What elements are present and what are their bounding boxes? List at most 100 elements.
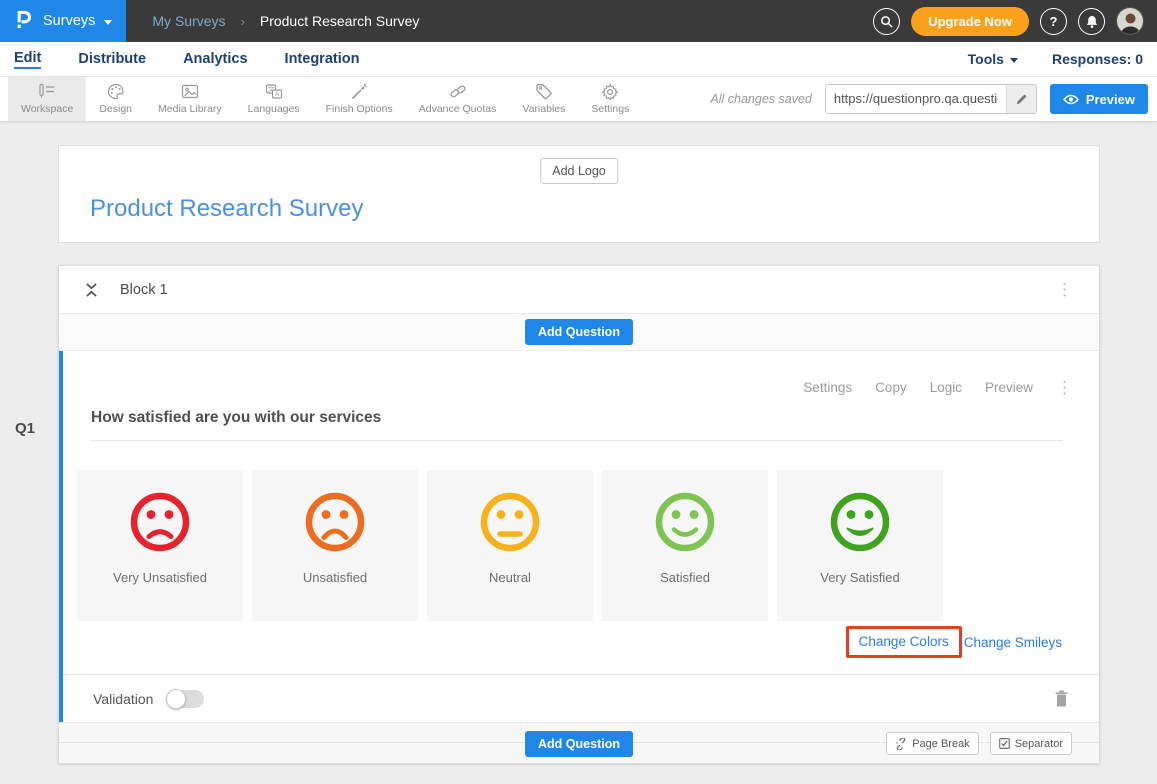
top-bar: Surveys My Surveys › Product Research Su…	[0, 0, 1157, 42]
smiley-option-label: Unsatisfied	[302, 570, 368, 585]
validation-toggle[interactable]	[166, 688, 205, 709]
section-tabs: Edit Distribute Analytics Integration Tools…	[0, 42, 1157, 77]
advance-quotas-icon	[449, 85, 466, 98]
toolbar-item-media-library[interactable]: Media Library	[145, 77, 235, 121]
toolbar-item-design[interactable]: Design	[86, 77, 145, 121]
languages-icon: 文A	[265, 84, 282, 99]
tab-distribute[interactable]: Distribute	[78, 50, 147, 67]
survey-header-card: Add Logo Product Research Survey	[58, 145, 1100, 243]
change-colors-highlight-box: Change Colors	[845, 626, 962, 658]
survey-url-input[interactable]	[825, 85, 1006, 113]
smiley-option-very-unsatisfied[interactable]: Very Unsatisfied	[77, 470, 243, 621]
block-footer: Add Question Page Break	[59, 722, 1099, 763]
question-action-copy[interactable]: Copy	[875, 380, 907, 395]
smiley-option-label: Neutral	[489, 570, 531, 585]
breadcrumb-separator-icon: ›	[240, 13, 245, 29]
page-break-button[interactable]: Page Break	[886, 732, 979, 755]
smiley-neutral-icon	[480, 492, 540, 552]
caret-down-icon	[104, 19, 113, 25]
smiley-option-label: Satisfied	[660, 570, 710, 585]
design-icon	[107, 83, 124, 100]
save-status: All changes saved	[710, 92, 812, 106]
search-icon	[881, 15, 893, 27]
separator-button[interactable]: Separator	[989, 732, 1072, 755]
question-card: Settings Copy Logic Preview ⋮ How satisfied…	[59, 351, 1099, 722]
media-library-icon	[181, 84, 198, 99]
bell-icon	[1086, 15, 1097, 28]
pencil-icon	[1016, 94, 1027, 104]
smiley-option-satisfied[interactable]: Satisfied	[602, 470, 768, 621]
topbar-actions: Upgrade Now ?	[873, 6, 1157, 36]
toolbar-item-workspace[interactable]: Workspace	[8, 77, 87, 121]
page-break-label: Page Break	[912, 737, 970, 750]
question-actions: Settings Copy Logic Preview ⋮	[803, 379, 1073, 396]
separator-checkbox-icon	[998, 738, 1010, 749]
toolbar-item-advance-quotas[interactable]: Advance Quotas	[406, 77, 510, 121]
smiley-option-label: Very Satisfied	[820, 570, 900, 585]
toolbar-item-languages[interactable]: 文 A Languages	[235, 77, 313, 121]
separator-label: Separator	[1014, 737, 1063, 750]
question-action-settings[interactable]: Settings	[803, 380, 853, 395]
preview-button[interactable]: Preview	[1049, 84, 1148, 114]
question-action-logic[interactable]: Logic	[929, 380, 962, 395]
toolbar-item-label: Languages	[247, 103, 300, 115]
search-button[interactable]	[873, 7, 901, 35]
smiley-sad-icon	[305, 492, 365, 552]
validation-label: Validation	[93, 690, 154, 707]
smiley-very-sad-icon	[130, 492, 190, 552]
settings-icon	[602, 84, 619, 100]
smiley-option-unsatisfied[interactable]: Unsatisfied	[252, 470, 418, 621]
toolbar-item-label: Design	[99, 103, 133, 115]
svg-text:A: A	[274, 91, 279, 98]
toolbar-item-label: Finish Options	[325, 103, 393, 115]
add-logo-button[interactable]: Add Logo	[540, 158, 618, 184]
notifications-button[interactable]	[1078, 7, 1105, 35]
svg-text:文: 文	[267, 84, 274, 93]
toggle-knob	[166, 688, 187, 709]
question-number: Q1	[15, 420, 36, 437]
delete-question-button[interactable]	[1054, 690, 1069, 707]
editor-toolbar: Workspace Design Media Library 文 A Languages F…	[0, 77, 1157, 122]
smiley-option-very-satisfied[interactable]: Very Satisfied	[777, 470, 943, 621]
question-text[interactable]: How satisfied are you with our services	[91, 409, 1063, 441]
block-header: Block 1 ⋮	[59, 266, 1099, 314]
tab-edit[interactable]: Edit	[14, 50, 42, 69]
block-title[interactable]: Block 1	[120, 281, 168, 298]
smiley-option-label: Very Unsatisfied	[113, 570, 207, 585]
variables-icon	[536, 84, 552, 100]
change-colors-link[interactable]: Change Colors	[858, 634, 949, 649]
survey-url-field	[824, 84, 1037, 114]
survey-title[interactable]: Product Research Survey	[90, 195, 364, 222]
breadcrumb: My Surveys › Product Research Survey	[152, 13, 419, 29]
toolbar-item-finish-options[interactable]: Finish Options	[313, 77, 406, 121]
question-kebab-menu-icon[interactable]: ⋮	[1056, 378, 1073, 397]
smiley-option-neutral[interactable]: Neutral	[427, 470, 593, 621]
tab-integration[interactable]: Integration	[284, 50, 360, 67]
user-avatar[interactable]	[1116, 7, 1144, 35]
breadcrumb-my-surveys[interactable]: My Surveys	[152, 13, 226, 29]
edit-url-button[interactable]	[1005, 85, 1036, 113]
toolbar-item-settings[interactable]: Settings	[578, 77, 642, 121]
add-question-button-bottom[interactable]: Add Question	[525, 731, 633, 757]
upgrade-now-button[interactable]: Upgrade Now	[911, 6, 1029, 36]
block-card: Block 1 ⋮ Add Question Settings Copy Logic…	[58, 265, 1100, 764]
question-action-preview[interactable]: Preview	[984, 380, 1033, 395]
help-icon: ?	[1049, 13, 1058, 29]
page-break-icon	[896, 737, 906, 750]
surveys-product-menu[interactable]: Surveys	[0, 0, 127, 42]
toolbar-item-label: Settings	[591, 103, 630, 115]
toolbar-item-variables[interactable]: Variables	[509, 77, 578, 121]
change-smileys-link[interactable]: Change Smileys	[963, 634, 1062, 650]
block-kebab-menu-icon[interactable]: ⋮	[1056, 280, 1073, 299]
validation-row: Validation	[63, 674, 1099, 722]
tab-analytics[interactable]: Analytics	[183, 50, 248, 67]
toolbar-item-label: Variables	[522, 103, 566, 115]
caret-down-icon	[1009, 57, 1018, 63]
tools-dropdown[interactable]: Tools	[968, 51, 1018, 67]
add-question-button-top[interactable]: Add Question	[525, 319, 633, 345]
help-button[interactable]: ?	[1040, 7, 1067, 35]
collapse-block-button[interactable]	[85, 282, 98, 298]
toolbar-item-label: Workspace	[21, 103, 74, 115]
smiley-happy-icon	[655, 492, 715, 552]
breadcrumb-current: Product Research Survey	[259, 13, 420, 29]
